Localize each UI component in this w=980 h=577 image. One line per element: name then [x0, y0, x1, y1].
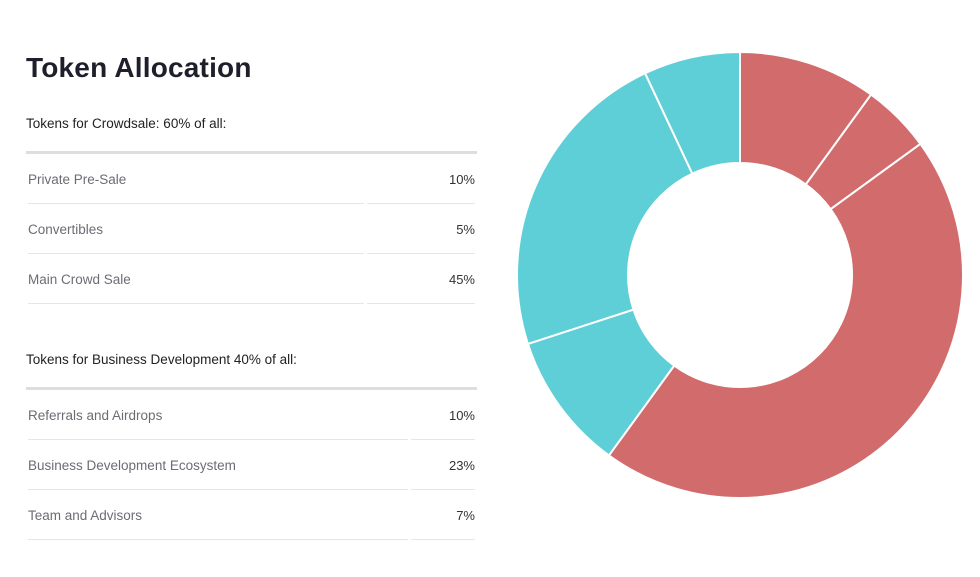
row-label: Team and Advisors [28, 507, 143, 523]
row-label: Private Pre-Sale [28, 171, 127, 187]
row-value: 45% [448, 271, 475, 287]
row-divider [28, 439, 408, 440]
row-label: Main Crowd Sale [28, 271, 131, 287]
row-label: Referrals and Airdrops [28, 407, 163, 423]
row-value: 10% [448, 171, 475, 187]
row-label: Business Development Ecosystem [28, 457, 236, 473]
section-divider [26, 387, 477, 390]
row-divider [28, 303, 364, 304]
section-divider [26, 151, 477, 154]
row-divider [367, 253, 475, 254]
table-row: Business Development Ecosystem 23% [26, 440, 477, 490]
row-value: 23% [448, 457, 475, 473]
donut-slice-team-and-advisors [643, 50, 741, 175]
donut-slice-main-crowd-sale [607, 142, 964, 499]
row-divider [411, 489, 475, 490]
table-row: Referrals and Airdrops 10% [26, 390, 477, 440]
row-divider [28, 539, 408, 540]
row-divider [411, 439, 475, 440]
row-divider [28, 203, 364, 204]
row-divider [367, 203, 475, 204]
row-value: 10% [448, 407, 475, 423]
business-heading: Tokens for Business Development 40% of a… [26, 352, 297, 367]
row-divider [411, 539, 475, 540]
row-divider [28, 489, 408, 490]
donut-slice-business-development-ecosystem [516, 71, 694, 346]
table-row: Private Pre-Sale 10% [26, 154, 477, 204]
table-row: Main Crowd Sale 45% [26, 254, 477, 304]
crowdsale-heading: Tokens for Crowdsale: 60% of all: [26, 116, 227, 131]
row-label: Convertibles [28, 221, 104, 237]
row-divider [367, 303, 475, 304]
row-divider [28, 253, 364, 254]
crowdsale-section: Tokens for Crowdsale: 60% of all: Privat… [26, 114, 477, 304]
table-row: Team and Advisors 7% [26, 490, 477, 540]
row-value: 7% [456, 507, 475, 523]
business-section: Tokens for Business Development 40% of a… [26, 350, 477, 540]
page-title: Token Allocation [26, 52, 252, 83]
table-row: Convertibles 5% [26, 204, 477, 254]
row-value: 5% [456, 221, 475, 237]
